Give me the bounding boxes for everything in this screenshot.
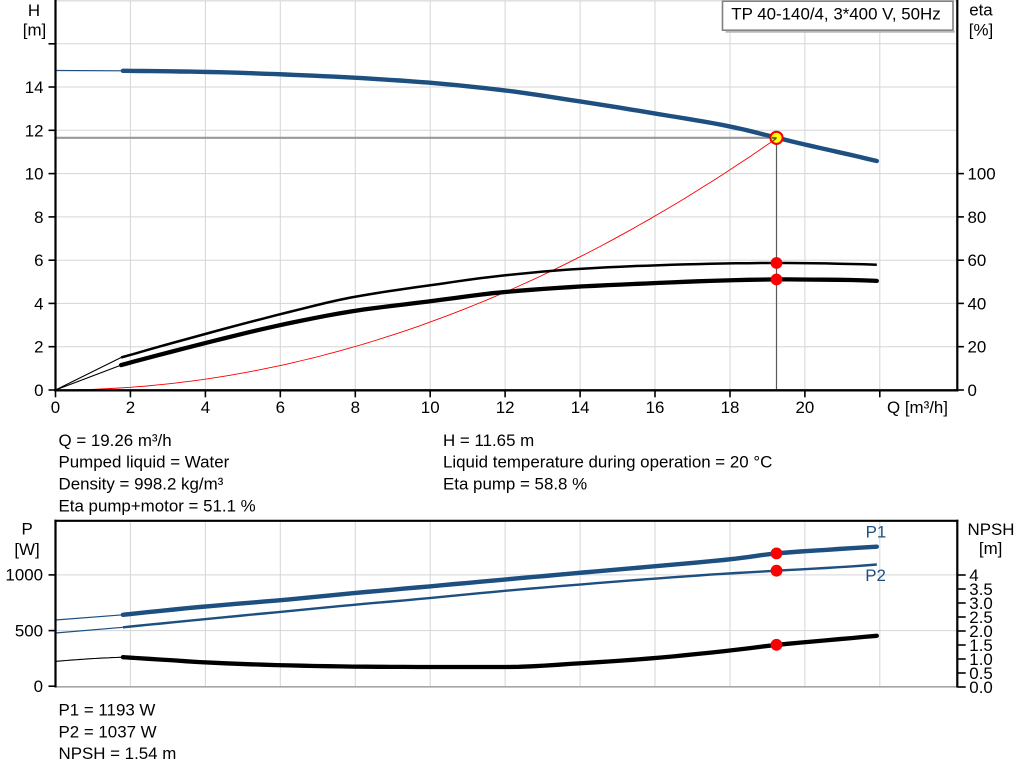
svg-text:TP 40-140/4, 3*400 V, 50Hz: TP 40-140/4, 3*400 V, 50Hz (731, 5, 940, 24)
svg-text:0: 0 (51, 398, 60, 417)
svg-text:10: 10 (421, 398, 440, 417)
svg-text:3.0: 3.0 (969, 594, 992, 613)
svg-text:60: 60 (968, 251, 987, 270)
svg-text:8: 8 (351, 398, 360, 417)
svg-text:1.5: 1.5 (969, 636, 992, 655)
svg-text:6: 6 (34, 251, 43, 270)
svg-text:P1 = 1193 W: P1 = 1193 W (59, 701, 156, 720)
svg-text:H = 11.65 m: H = 11.65 m (443, 431, 534, 450)
svg-text:8: 8 (34, 208, 43, 227)
svg-text:H: H (28, 1, 40, 20)
svg-text:3.5: 3.5 (969, 580, 992, 599)
svg-text:0.5: 0.5 (969, 664, 992, 683)
svg-text:500: 500 (15, 621, 43, 640)
svg-text:4: 4 (201, 398, 210, 417)
svg-text:2.0: 2.0 (969, 622, 992, 641)
svg-text:2: 2 (34, 338, 43, 357)
svg-text:Q = 19.26 m³/h: Q = 19.26 m³/h (59, 431, 172, 450)
svg-text:Eta pump+motor = 51.1 %: Eta pump+motor = 51.1 % (59, 496, 256, 515)
svg-text:20: 20 (968, 338, 987, 357)
svg-text:[m]: [m] (979, 539, 1002, 558)
svg-text:14: 14 (25, 78, 44, 97)
svg-text:80: 80 (968, 208, 987, 227)
svg-text:2: 2 (126, 398, 135, 417)
svg-text:40: 40 (968, 294, 987, 313)
svg-text:Pumped liquid = Water: Pumped liquid = Water (59, 453, 230, 472)
svg-text:P2: P2 (865, 566, 886, 585)
svg-text:P: P (22, 520, 33, 539)
svg-text:0: 0 (968, 381, 977, 400)
svg-text:100: 100 (968, 165, 996, 184)
svg-text:[%]: [%] (969, 20, 993, 39)
svg-text:2.5: 2.5 (969, 608, 992, 627)
svg-text:4: 4 (969, 566, 978, 585)
svg-text:0: 0 (34, 677, 43, 696)
svg-text:16: 16 (646, 398, 665, 417)
svg-text:[W]: [W] (14, 540, 39, 559)
svg-text:0: 0 (34, 381, 43, 400)
svg-text:Eta pump = 58.8 %: Eta pump = 58.8 % (443, 475, 587, 494)
svg-text:14: 14 (571, 398, 590, 417)
svg-text:12: 12 (25, 121, 44, 140)
svg-text:[m]: [m] (23, 20, 46, 39)
svg-text:NPSH: NPSH (968, 520, 1015, 539)
svg-text:12: 12 (496, 398, 515, 417)
svg-text:eta: eta (969, 0, 993, 19)
svg-text:P1: P1 (866, 523, 887, 542)
svg-text:4: 4 (34, 294, 43, 313)
svg-text:Density = 998.2 kg/m³: Density = 998.2 kg/m³ (59, 475, 224, 494)
svg-text:Liquid temperature during oper: Liquid temperature during operation = 20… (443, 453, 772, 472)
svg-text:18: 18 (721, 398, 740, 417)
svg-text:20: 20 (796, 398, 815, 417)
svg-text:1.0: 1.0 (969, 650, 992, 669)
svg-text:Q [m³/h]: Q [m³/h] (887, 398, 948, 417)
svg-text:10: 10 (25, 165, 44, 184)
svg-text:0.0: 0.0 (969, 678, 992, 697)
svg-text:1000: 1000 (5, 566, 43, 585)
svg-text:P2 = 1037 W: P2 = 1037 W (59, 722, 157, 741)
svg-text:NPSH = 1.54 m: NPSH = 1.54 m (59, 744, 177, 763)
svg-text:6: 6 (276, 398, 285, 417)
